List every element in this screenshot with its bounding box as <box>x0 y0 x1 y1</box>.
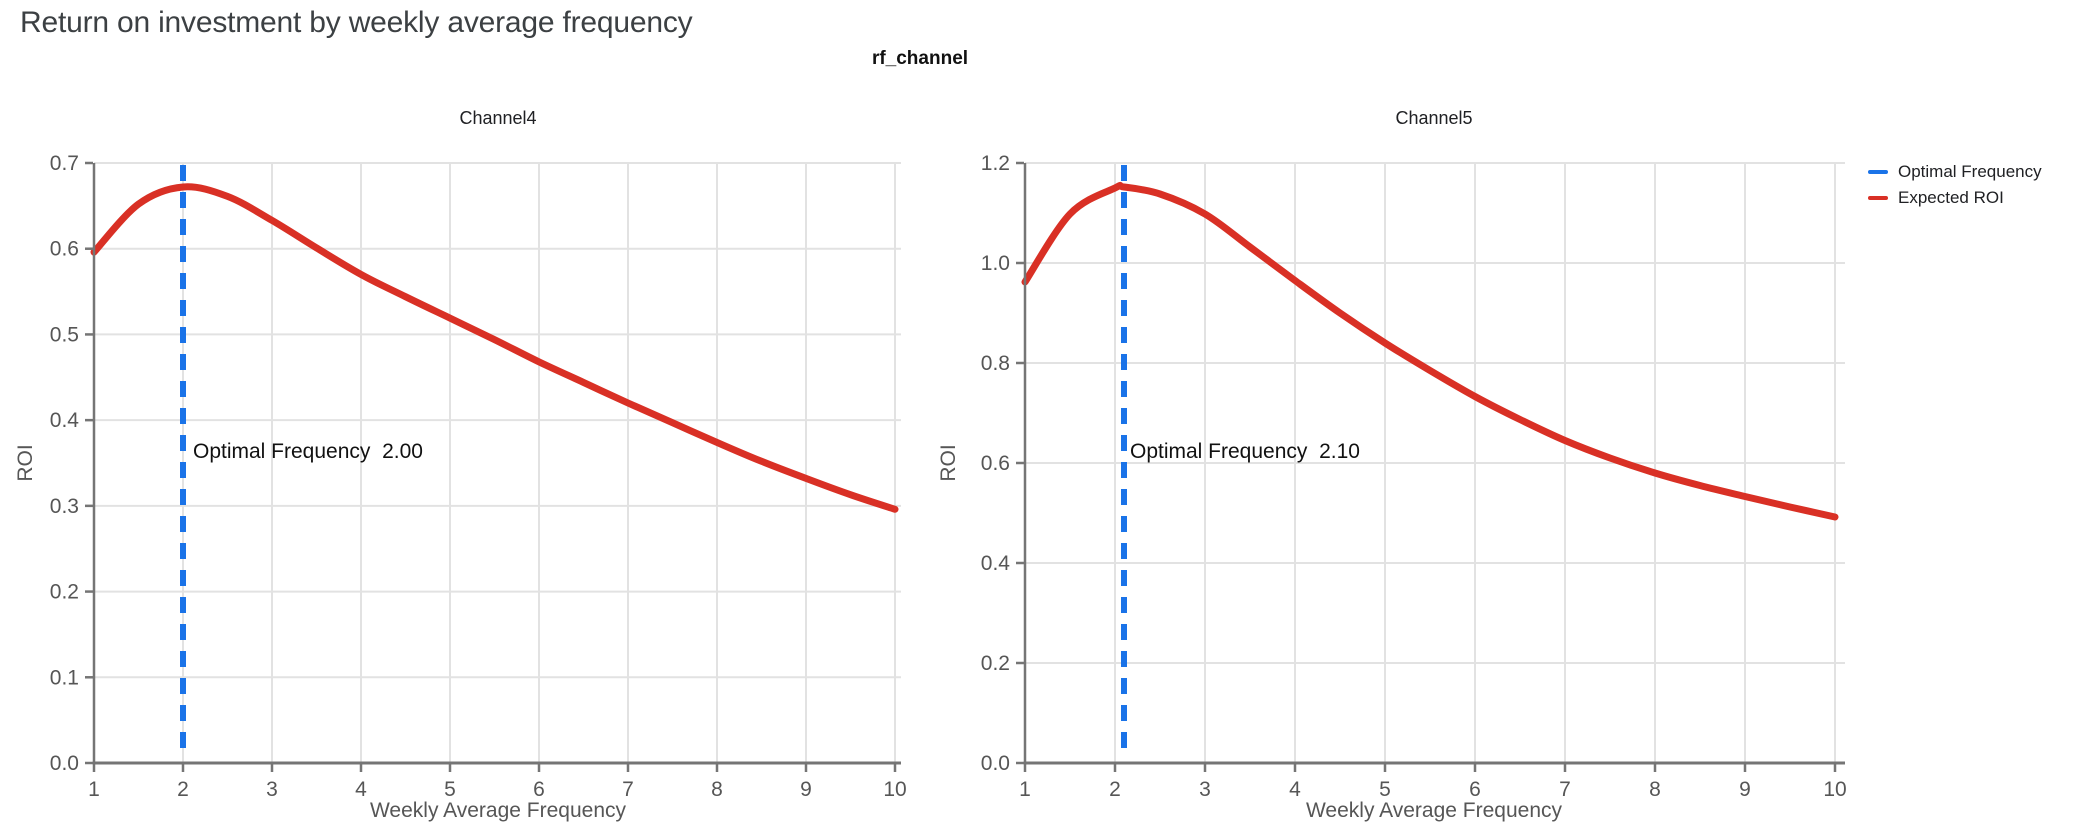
x-tick-label: 4 <box>1289 778 1301 801</box>
x-tick-label: 9 <box>800 778 812 801</box>
x-tick-label: 9 <box>1739 778 1751 801</box>
y-tick-label: 0.5 <box>50 323 79 346</box>
subplot-title-channel5: Channel5 <box>1395 108 1473 128</box>
y-tick-label: 1.2 <box>981 152 1010 175</box>
x-axis-title-right: Weekly Average Frequency <box>1305 799 1563 822</box>
y-tick-label: 0.2 <box>981 652 1010 675</box>
y-tick-label: 0.0 <box>981 752 1010 775</box>
subplot-title-channel4: Channel4 <box>459 108 537 128</box>
legend-label-expected-roi: Expected ROI <box>1898 188 2004 207</box>
legend-label-optimal-frequency: Optimal Frequency <box>1898 162 2042 181</box>
x-tick-label: 3 <box>266 778 278 801</box>
expected-roi-curve <box>90 183 899 513</box>
x-tick-label: 7 <box>1559 778 1571 801</box>
expected-roi-curve <box>1021 181 1839 521</box>
optimal-frequency-annotation-right: Optimal Frequency 2.10 <box>1130 440 1360 463</box>
y-tick-label: 1.0 <box>981 252 1010 275</box>
x-tick-label: 1 <box>1019 778 1031 801</box>
x-tick-label: 5 <box>1379 778 1391 801</box>
x-tick-label: 5 <box>444 778 456 801</box>
x-tick-label: 7 <box>622 778 634 801</box>
legend-item-optimal-frequency[interactable]: Optimal Frequency <box>1868 161 2042 183</box>
y-tick-label: 0.6 <box>981 452 1010 475</box>
x-tick-label: 10 <box>1823 778 1846 801</box>
y-tick-label: 0.4 <box>50 409 80 432</box>
page-title: Return on investment by weekly average f… <box>20 6 693 39</box>
x-tick-label: 10 <box>883 778 906 801</box>
x-tick-label: 8 <box>1649 778 1661 801</box>
y-tick-label: 0.6 <box>50 238 79 261</box>
y-axis-title-right: ROI <box>937 444 960 482</box>
y-tick-label: 0.3 <box>50 495 79 518</box>
legend: Optimal Frequency Expected ROI <box>1868 161 2042 213</box>
optimal-frequency-annotation-left: Optimal Frequency 2.00 <box>193 440 423 463</box>
y-tick-label: 0.1 <box>50 666 79 689</box>
legend-item-expected-roi[interactable]: Expected ROI <box>1868 187 2042 209</box>
x-tick-label: 2 <box>177 778 189 801</box>
x-tick-label: 6 <box>533 778 545 801</box>
x-tick-label: 6 <box>1469 778 1481 801</box>
y-tick-label: 0.0 <box>50 752 79 775</box>
expected-roi-swatch <box>1868 196 1888 200</box>
y-tick-label: 0.8 <box>981 352 1010 375</box>
figure-subtitle: rf_channel <box>871 48 969 69</box>
subplot-channel4: 1 2 3 4 5 6 7 8 9 10 0.0 0.1 0.2 0.3 0.4 0.5 0.6 0.7 <box>50 152 907 801</box>
optimal-frequency-swatch <box>1868 170 1888 174</box>
y-tick-label: 0.4 <box>981 552 1011 575</box>
y-axis-title-left: ROI <box>14 444 37 482</box>
x-tick-label: 3 <box>1199 778 1211 801</box>
y-tick-label: 0.2 <box>50 581 79 604</box>
x-axis-title-left: Weekly Average Frequency <box>369 799 627 822</box>
x-tick-label: 2 <box>1109 778 1121 801</box>
y-tick-label: 0.7 <box>50 152 79 175</box>
subplot-channel5: 1 2 3 4 5 6 7 8 9 10 0.0 0.2 0.4 0.6 0.8 1.0 1.2 <box>981 152 1847 801</box>
x-tick-label: 8 <box>711 778 723 801</box>
x-tick-label: 1 <box>88 778 100 801</box>
x-tick-label: 4 <box>355 778 367 801</box>
